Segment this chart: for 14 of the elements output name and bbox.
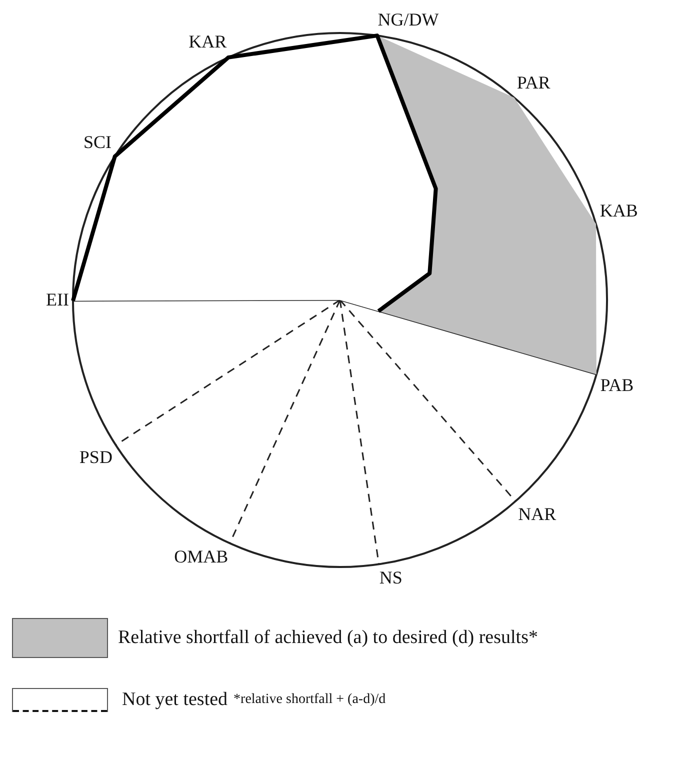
spoke-label: KAB: [600, 200, 638, 221]
spoke-label: NG/DW: [378, 10, 439, 30]
spoke-label: PSD: [79, 446, 112, 467]
spoke-label: OMAB: [174, 546, 228, 566]
spoke-label: PAR: [516, 72, 550, 93]
spoke-label: NS: [379, 568, 402, 588]
spoke-label: KAR: [188, 32, 227, 52]
spoke-label: NAR: [518, 504, 556, 524]
spoke-label: SCI: [84, 132, 112, 152]
text: Relative shortfall of achieved (a) to desired (d) results*: [118, 627, 538, 649]
text: Not yet tested: [122, 689, 228, 711]
spoke-label: PAB: [600, 375, 634, 396]
text: *relative shortfall + (a-d)/d: [234, 692, 386, 708]
spoke-label: EII: [46, 290, 69, 310]
